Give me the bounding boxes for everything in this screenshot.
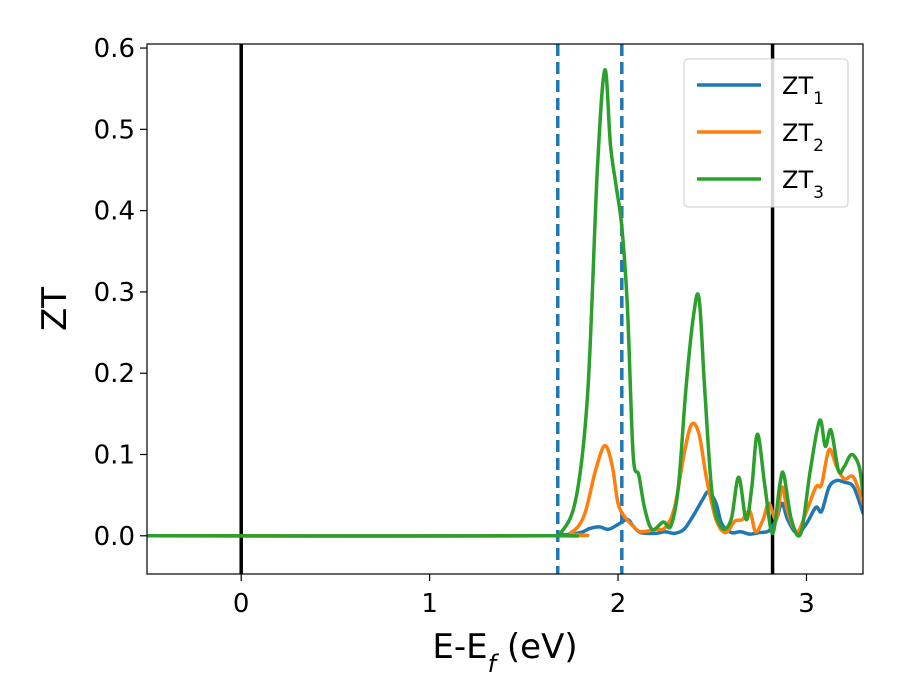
legend-box	[683, 58, 849, 208]
legend: ZT1 ZT2 ZT3	[683, 58, 849, 208]
y-axis-label: ZT	[35, 287, 75, 331]
y-axis-ticks: 0.0 0.1 0.2 0.3 0.4 0.5 0.6	[94, 34, 147, 552]
legend-label-1: ZT1	[782, 72, 824, 109]
x-tick-label: 3	[798, 589, 815, 619]
series-line-3	[147, 68, 863, 538]
y-tick-label: 0.3	[94, 278, 135, 308]
series-layer	[147, 68, 863, 538]
y-tick-label: 0.2	[94, 359, 135, 389]
legend-label-2: ZT2	[782, 119, 824, 156]
legend-label-3: ZT3	[782, 166, 824, 203]
y-tick-label: 0.0	[94, 522, 135, 552]
x-axis-ticks: 0 1 2 3	[233, 574, 815, 619]
y-tick-label: 0.1	[94, 441, 135, 471]
x-axis-label: E-Ef (eV)	[432, 627, 577, 678]
y-tick-label: 0.6	[94, 34, 135, 64]
y-tick-label: 0.5	[94, 115, 135, 145]
y-tick-label: 0.4	[94, 197, 135, 227]
x-tick-label: 1	[421, 589, 438, 619]
x-tick-label: 0	[233, 589, 250, 619]
x-tick-label: 2	[610, 589, 627, 619]
plot-frame	[146, 43, 864, 575]
